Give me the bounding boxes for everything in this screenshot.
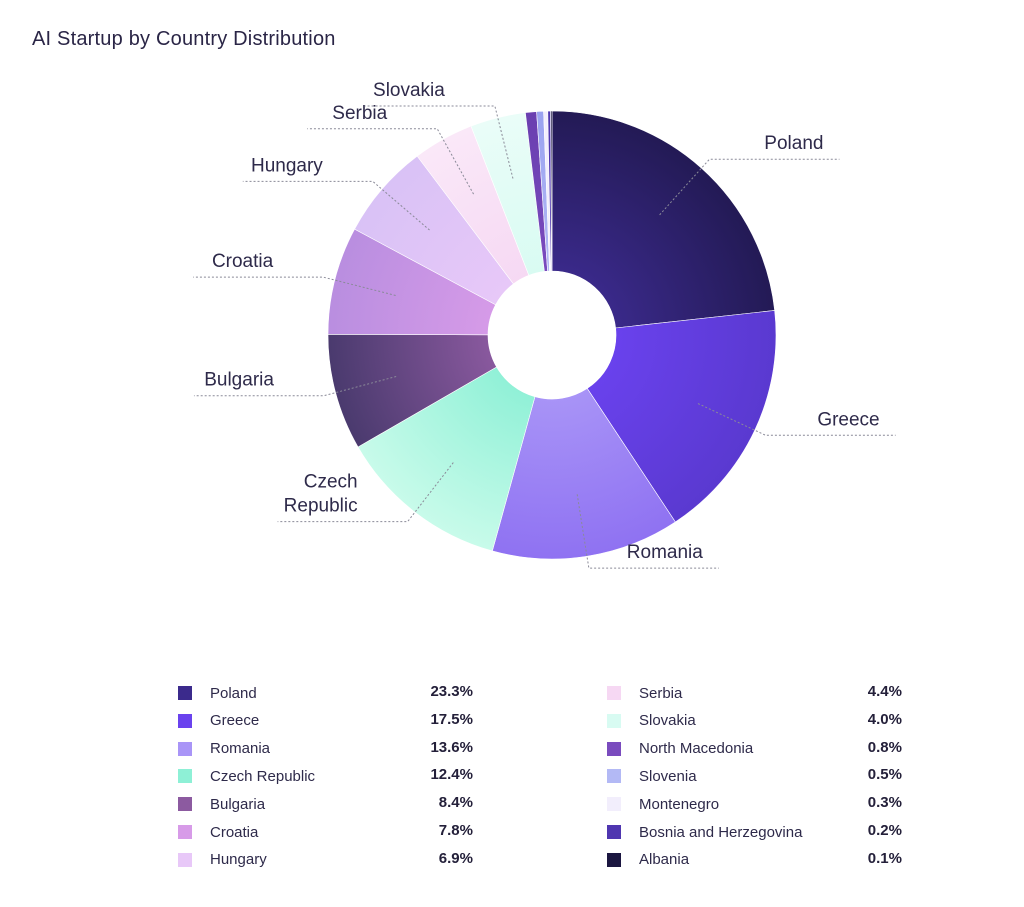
legend-item-albania: Albania [607,850,689,870]
slice-label-bulgaria: Bulgaria [204,370,274,391]
legend-label: Greece [210,712,260,730]
legend-swatch [178,713,192,728]
legend-item-bosnia-and-herzegovina: Bosnia and Herzegovina [607,822,802,842]
legend-swatch [607,686,621,700]
legend-label: Bulgaria [210,795,266,813]
legend-value-hungary: 6.9% [438,849,473,867]
legend-item-czech-republic: Czech Republic [178,766,315,786]
legend-label: Slovenia [639,767,697,785]
chart-title: AI Startup by Country Distribution [32,28,336,50]
legend-label: Albania [639,851,690,869]
legend-item-greece: Greece [178,711,259,731]
legend-swatch [607,852,621,867]
leader-hungary [242,180,430,231]
legend-swatch [178,825,192,839]
leader-poland [659,158,840,216]
legend-swatch [607,825,621,839]
leader-bulgaria [193,376,397,397]
legend-label: Poland [210,684,257,702]
legend-value-albania: 0.1% [867,849,902,867]
donut-chart: Poland Greece Romania Czech Republic Bulgaria… [193,80,896,569]
leader-serbia [307,128,474,195]
legend-value-montenegro: 0.3% [867,794,902,812]
legend-swatch [178,797,192,812]
legend-label: Montenegro [639,795,720,813]
slice-label-romania: Romania [627,542,703,563]
legend-value-bosnia-and-herzegovina: 0.2% [867,822,902,839]
slice-label-serbia: Serbia [332,103,387,124]
legend-value-bulgaria: 8.4% [438,794,473,812]
slice-label-hungary: Hungary [251,155,323,176]
legend-swatch [178,686,192,700]
legend-item-serbia: Serbia [607,683,682,703]
slice-label-greece: Greece [817,409,879,430]
donut-hole [488,271,616,399]
legend-swatch [607,769,621,784]
legend-value-romania: 13.6% [430,738,473,756]
legend-value-north-macedonia: 0.8% [867,738,902,756]
legend-label: Bosnia and Herzegovina [639,823,803,841]
legend-label: North Macedonia [639,740,754,758]
leader-slovakia [364,105,514,179]
legend-item-north-macedonia: North Macedonia [607,739,753,759]
legend-item-croatia: Croatia [178,822,258,842]
legend-swatch [607,713,621,728]
slice-label-czech-republic-line-0: Czech [304,472,358,493]
labels-layer: Poland Greece Romania Czech Republic Bulgaria… [193,80,896,569]
slice-label-slovakia: Slovakia [373,80,445,101]
slices-layer [327,110,777,560]
legend-label: Hungary [210,851,267,869]
legend-value-greece: 17.5% [430,710,473,728]
legend-label: Slovakia [639,712,696,730]
legend-item-romania: Romania [178,739,270,759]
slice-label-poland: Poland [764,133,823,154]
legend-swatch [178,741,192,756]
legend-item-poland: Poland [178,683,257,703]
legend-value-czech-republic: 12.4% [430,766,473,784]
legend-label: Czech Republic [210,767,316,785]
legend-item-bulgaria: Bulgaria [178,794,265,814]
legend-swatch [607,797,621,812]
legend-label: Romania [210,740,271,758]
legend-swatch [607,741,621,756]
legend-value-slovenia: 0.5% [867,766,902,784]
leader-czech-republic [277,462,454,523]
legend-item-hungary: Hungary [178,850,267,870]
slice-label-czech-republic-line-1: Republic [284,496,358,517]
legend-swatch [178,852,192,867]
slice-label-croatia: Croatia [212,251,274,272]
legend-item-slovenia: Slovenia [607,766,697,786]
legend-value-slovakia: 4.0% [867,710,902,728]
legend-value-croatia: 7.8% [438,822,473,839]
legend-value-serbia: 4.4% [867,683,902,700]
leader-romania [576,494,719,569]
leader-greece [697,403,896,436]
legend-item-montenegro: Montenegro [607,794,719,814]
legend-label: Croatia [210,823,259,841]
leader-croatia [193,276,396,296]
legend-swatch [178,769,192,784]
legend-item-slovakia: Slovakia [607,711,696,731]
legend-label: Serbia [639,684,683,702]
legend-value-poland: 23.3% [430,683,473,700]
